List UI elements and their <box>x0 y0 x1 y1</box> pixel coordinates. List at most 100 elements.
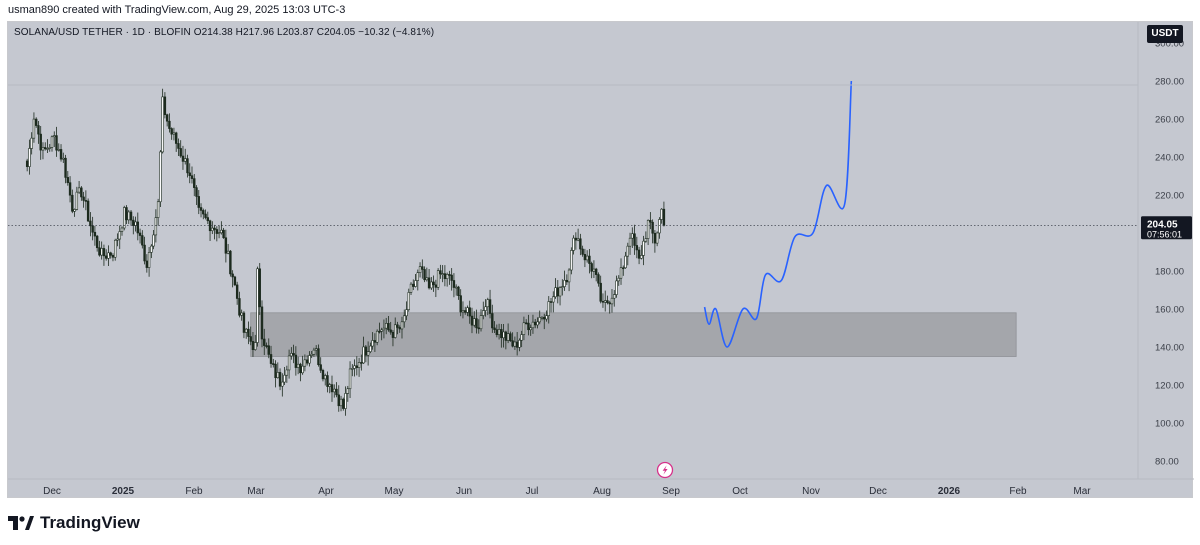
candle <box>409 282 413 296</box>
candle <box>479 309 483 332</box>
candle <box>195 185 198 205</box>
candle <box>552 291 555 313</box>
candle <box>394 317 397 339</box>
candle-body-up <box>624 255 627 269</box>
lightning-event-icon[interactable] <box>656 461 674 479</box>
candle <box>434 279 438 298</box>
candle-body-down <box>204 213 207 218</box>
price-tick-label: 280.00 <box>1155 77 1184 88</box>
candle-body-up <box>107 252 110 259</box>
candle <box>156 198 160 226</box>
candle-body-up <box>290 353 293 357</box>
candle <box>330 375 334 402</box>
candle-body-up <box>41 147 45 151</box>
candle-body-up <box>482 310 485 316</box>
candle-body-down <box>622 267 625 270</box>
price-tick-label: 140.00 <box>1155 343 1184 354</box>
candle-body-up <box>531 321 535 329</box>
candle <box>515 332 519 356</box>
candle <box>107 245 110 267</box>
candle <box>177 138 180 157</box>
candle <box>206 211 210 224</box>
candle-body-up <box>375 330 379 343</box>
candle <box>28 139 31 175</box>
candle-body-up <box>454 286 458 289</box>
candle <box>574 232 578 250</box>
price-chart[interactable]: 80.00100.00120.00140.00160.00180.00200.0… <box>8 22 1194 499</box>
candle-body-down <box>129 211 133 221</box>
candle-body-down <box>342 398 345 409</box>
candle-body-down <box>434 284 438 288</box>
candle-body-up <box>380 329 383 332</box>
candle <box>464 306 467 315</box>
candle-body-up <box>547 301 550 316</box>
candle-body-up <box>502 331 505 339</box>
candle-body-up <box>127 211 130 221</box>
candle <box>71 189 74 214</box>
candle <box>594 267 598 282</box>
candle-body-down <box>278 372 282 387</box>
candle <box>118 225 121 249</box>
candle <box>301 355 304 375</box>
time-tick-label: Apr <box>318 486 334 497</box>
candle-body-down <box>475 318 478 329</box>
candle <box>181 145 185 170</box>
candle-body-up <box>156 201 160 218</box>
candle <box>655 231 659 247</box>
candle-body-down <box>34 118 38 126</box>
candle-body-down <box>55 135 58 151</box>
candle <box>222 227 225 239</box>
candle-body-down <box>143 244 146 262</box>
candle <box>391 330 395 347</box>
candle <box>513 336 517 350</box>
candle <box>269 345 273 368</box>
candle <box>319 357 322 373</box>
candle <box>34 117 38 128</box>
candle-body-down <box>581 248 584 255</box>
candle <box>251 332 255 357</box>
candle-body-up <box>48 147 51 149</box>
candle-body-down <box>443 273 447 280</box>
candle <box>77 181 81 195</box>
candle-body-down <box>215 229 219 234</box>
candle-body-down <box>651 221 654 234</box>
candle <box>274 360 277 388</box>
candle <box>333 384 336 398</box>
candle-body-down <box>186 158 189 174</box>
chart-frame[interactable]: 80.00100.00120.00140.00160.00180.00200.0… <box>7 21 1194 499</box>
candle-body-down <box>272 363 275 365</box>
candle <box>506 323 510 344</box>
price-tick-label: 160.00 <box>1155 305 1184 316</box>
candle-body-down <box>229 250 232 275</box>
candle-body-down <box>583 254 587 261</box>
candle-body-up <box>346 388 349 394</box>
currency-badge[interactable]: USDT <box>1147 25 1183 43</box>
candle-body-up <box>473 318 476 326</box>
candle <box>371 332 374 350</box>
candle <box>57 143 60 152</box>
candle-body-up <box>394 324 397 338</box>
candle-body-down <box>39 133 42 151</box>
candle <box>466 305 469 317</box>
candle <box>364 345 368 363</box>
candle-body-up <box>441 273 444 275</box>
candle-body-down <box>89 220 92 227</box>
candle <box>488 289 492 319</box>
price-tick-label: 240.00 <box>1155 153 1184 164</box>
candle-body-down <box>179 148 182 157</box>
candle <box>606 295 609 305</box>
candle-body-up <box>570 250 573 271</box>
candle <box>445 272 449 287</box>
candle <box>561 279 564 296</box>
candle <box>102 244 106 266</box>
candle-body-up <box>256 268 259 343</box>
candle <box>407 288 410 312</box>
time-tick-label: Nov <box>802 486 820 497</box>
candle <box>238 291 241 318</box>
candle-body-down <box>82 196 85 201</box>
candle <box>111 253 115 262</box>
candle <box>448 270 451 285</box>
candle-body-down <box>662 208 666 226</box>
candle <box>396 321 399 335</box>
candle-body-up <box>211 227 214 232</box>
